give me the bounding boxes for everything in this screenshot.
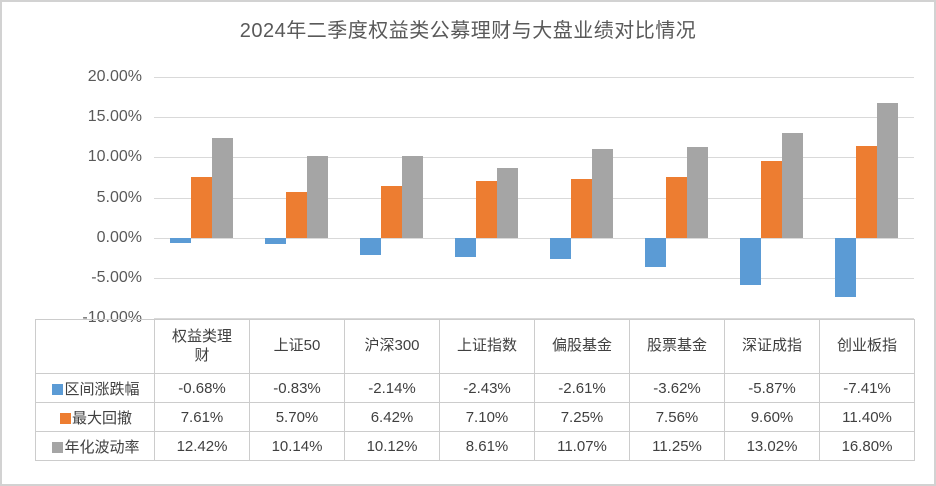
table-column-header: 权益类理财 bbox=[154, 319, 250, 374]
bar-series2-cat8 bbox=[856, 146, 877, 238]
y-tick-label: -5.00% bbox=[91, 268, 142, 286]
legend-cell: 最大回撤 bbox=[35, 402, 155, 432]
bar-series2-cat1 bbox=[191, 176, 212, 238]
y-tick-label: 15.00% bbox=[87, 108, 142, 126]
bar-series1-cat3 bbox=[360, 237, 381, 255]
table-column-header: 偏股基金 bbox=[534, 319, 630, 374]
table-column-header: 深证成指 bbox=[724, 319, 820, 374]
table-row: 年化波动率 12.42% 10.14% 10.12% 8.61% 11.07% 11.25%… bbox=[35, 431, 915, 461]
bar-series2-cat3 bbox=[381, 186, 402, 238]
bar-series1-cat6 bbox=[645, 237, 666, 267]
bar-series1-cat2 bbox=[265, 237, 286, 245]
legend-swatch-icon bbox=[52, 383, 64, 395]
bar-series2-cat7 bbox=[761, 160, 782, 238]
bar-series2-cat2 bbox=[286, 191, 307, 238]
series-name: 区间涨跌幅 bbox=[64, 380, 140, 398]
table-value-cell: -0.83% bbox=[249, 373, 345, 403]
table-value-cell: -3.62% bbox=[629, 373, 725, 403]
table-value-cell: -2.43% bbox=[439, 373, 535, 403]
bar-series3-cat6 bbox=[687, 147, 708, 238]
bar-series1-cat5 bbox=[550, 237, 571, 259]
table-row: 最大回撤 7.61% 5.70% 6.42% 7.10% 7.25% 7.56% 9.60% 1… bbox=[35, 402, 915, 432]
bar-series3-cat5 bbox=[592, 148, 613, 238]
table-value-cell: 12.42% bbox=[154, 431, 250, 461]
table-column-header: 股票基金 bbox=[629, 319, 725, 374]
table-value-cell: 7.25% bbox=[534, 402, 630, 432]
table-value-cell: 5.70% bbox=[249, 402, 345, 432]
gridline bbox=[154, 197, 914, 199]
table-value-cell: 11.07% bbox=[534, 431, 630, 461]
table-value-cell: 9.60% bbox=[724, 402, 820, 432]
table-corner-cell bbox=[35, 319, 155, 374]
table-value-cell: 6.42% bbox=[344, 402, 440, 432]
table-value-cell: 7.10% bbox=[439, 402, 535, 432]
table-value-cell: 10.14% bbox=[249, 431, 345, 461]
y-tick-label: 10.00% bbox=[87, 148, 142, 166]
table-value-cell: 13.02% bbox=[724, 431, 820, 461]
table-value-cell: 7.56% bbox=[629, 402, 725, 432]
bar-series3-cat8 bbox=[877, 102, 898, 238]
legend-cell: 年化波动率 bbox=[35, 431, 155, 461]
gridline bbox=[154, 157, 914, 159]
gridline bbox=[154, 77, 914, 78]
table-row: 区间涨跌幅 -0.68% -0.83% -2.14% -2.43% -2.61% -3.62… bbox=[35, 373, 915, 403]
series-name: 最大回撤 bbox=[71, 409, 132, 427]
gridline bbox=[154, 237, 914, 239]
bar-series1-cat4 bbox=[455, 237, 476, 258]
table-value-cell: 11.40% bbox=[819, 402, 915, 432]
bar-series1-cat8 bbox=[835, 237, 856, 298]
y-tick-label: 20.00% bbox=[87, 68, 142, 85]
table-value-cell: 11.25% bbox=[629, 431, 725, 461]
bar-series3-cat7 bbox=[782, 133, 803, 238]
gridline bbox=[154, 117, 914, 119]
table-value-cell: -2.61% bbox=[534, 373, 630, 403]
table-value-cell: -7.41% bbox=[819, 373, 915, 403]
table-column-header: 上证指数 bbox=[439, 319, 535, 374]
table-column-header: 上证50 bbox=[249, 319, 345, 374]
table-value-cell: 8.61% bbox=[439, 431, 535, 461]
bar-series2-cat6 bbox=[666, 176, 687, 238]
table-column-header: 创业板指 bbox=[819, 319, 915, 374]
table-value-cell: 7.61% bbox=[154, 402, 250, 432]
bar-series3-cat2 bbox=[307, 156, 328, 238]
bar-series2-cat5 bbox=[571, 179, 592, 238]
bar-series1-cat1 bbox=[170, 237, 191, 244]
table-value-cell: 16.80% bbox=[819, 431, 915, 461]
gridline bbox=[154, 277, 914, 279]
y-axis: 20.00% 15.00% 10.00% 5.00% 0.00% -5.00% -10.00… bbox=[2, 68, 148, 326]
bar-series3-cat3 bbox=[402, 156, 423, 238]
chart-data-table: 权益类理财 上证50 沪深300 上证指数 偏股基金 股票基金 深证成指 创业板指 区间涨跌幅 -… bbox=[35, 319, 915, 461]
table-value-cell: 10.12% bbox=[344, 431, 440, 461]
legend-cell: 区间涨跌幅 bbox=[35, 373, 155, 403]
legend-swatch-icon bbox=[59, 412, 71, 424]
table-value-cell: -5.87% bbox=[724, 373, 820, 403]
table-value-cell: -2.14% bbox=[344, 373, 440, 403]
data-table: 权益类理财 上证50 沪深300 上证指数 偏股基金 股票基金 深证成指 创业板指 区间涨跌幅 -… bbox=[35, 319, 915, 461]
bar-series3-cat1 bbox=[212, 137, 233, 238]
bar-series3-cat4 bbox=[497, 168, 518, 238]
table-value-cell: -0.68% bbox=[154, 373, 250, 403]
y-tick-label: 5.00% bbox=[96, 188, 142, 206]
series-name: 年化波动率 bbox=[64, 438, 140, 456]
legend-swatch-icon bbox=[52, 441, 64, 453]
gridline bbox=[154, 318, 914, 319]
y-tick-label: 0.00% bbox=[96, 228, 142, 246]
bar-series1-cat7 bbox=[740, 237, 761, 285]
chart-title: 2024年二季度权益类公募理财与大盘业绩对比情况 bbox=[239, 20, 697, 42]
table-column-header: 沪深300 bbox=[344, 319, 440, 374]
bar-series2-cat4 bbox=[476, 180, 497, 238]
plot-area bbox=[154, 77, 914, 319]
